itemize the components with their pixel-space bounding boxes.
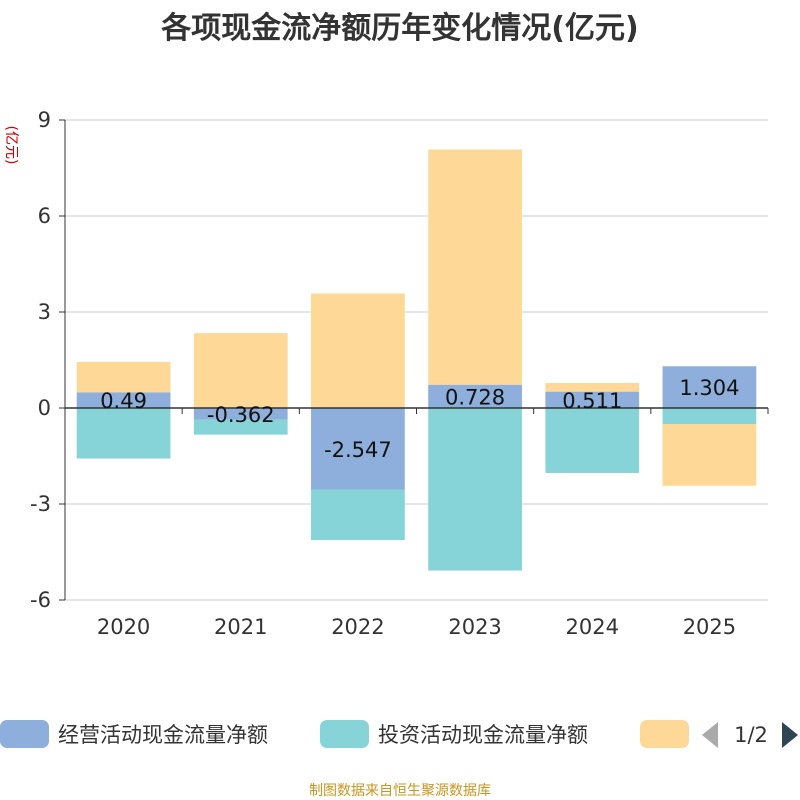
y-axis-unit: (亿元): [3, 126, 19, 165]
bar-series2: [311, 489, 405, 541]
bar-series2: [428, 408, 522, 571]
bar-series2: [662, 408, 757, 424]
legend-swatch: [0, 720, 49, 748]
x-tick-label: 2020: [97, 615, 150, 639]
y-tick-label: -6: [30, 588, 51, 612]
data-label: 1.304: [679, 376, 739, 400]
y-tick-label: 9: [38, 108, 51, 132]
bar-series1: [76, 392, 171, 408]
x-tick-label: 2022: [331, 615, 384, 639]
legend-page: 1/2: [734, 723, 768, 747]
grid-lines: [65, 119, 768, 601]
bars: [76, 149, 757, 571]
y-axis-ticks: 9 6 3 0 -3 -6: [30, 108, 65, 612]
y-tick-label: 0: [38, 396, 51, 420]
bar-series3: [193, 333, 288, 408]
source-note: 制图数据来自恒生聚源数据库: [309, 783, 491, 799]
x-tick-label: 2023: [448, 615, 501, 639]
axes: [64, 120, 769, 600]
bar-series1: [193, 408, 288, 420]
triangle-left-icon: [702, 722, 718, 748]
bar-series1: [545, 391, 640, 408]
bar-series3: [428, 149, 522, 385]
bar-series1: [311, 408, 405, 490]
x-tick-label: 2025: [683, 615, 736, 639]
data-label: -0.362: [207, 403, 275, 427]
data-label: -2.547: [324, 438, 392, 462]
y-tick-label: 3: [38, 300, 51, 324]
bar-series2: [545, 408, 640, 473]
triangle-right-icon: [782, 722, 798, 748]
data-label: 0.728: [445, 385, 505, 409]
y-tick-label: 6: [38, 204, 51, 228]
bar-series2: [193, 419, 288, 435]
legend-swatch: [320, 720, 369, 748]
data-label: 0.49: [100, 389, 147, 413]
y-tick-label: -3: [30, 492, 51, 516]
bar-series3: [76, 361, 171, 393]
chart-title: 各项现金流净额历年变化情况(亿元): [160, 11, 638, 46]
bar-series3: [545, 383, 640, 392]
bar-series3: [662, 424, 757, 486]
data-labels: 0.49 -0.362 -2.547 0.728 0.511 1.304: [100, 376, 739, 462]
bar-series1: [662, 366, 757, 408]
x-axis-ticks: 2020 2021 2022 2023 2024 2025: [97, 615, 736, 639]
legend: 经营活动现金流量净额 投资活动现金流量净额 1/2: [0, 720, 798, 748]
data-label: 0.511: [562, 389, 622, 413]
legend-label: 投资活动现金流量净额: [378, 723, 588, 747]
x-tick-label: 2024: [566, 615, 619, 639]
bar-series2: [76, 408, 171, 459]
legend-label: 经营活动现金流量净额: [58, 723, 268, 747]
x-tick-label: 2021: [214, 615, 267, 639]
legend-swatch: [640, 720, 689, 748]
bar-series3: [311, 293, 405, 408]
bar-series1: [428, 384, 522, 408]
